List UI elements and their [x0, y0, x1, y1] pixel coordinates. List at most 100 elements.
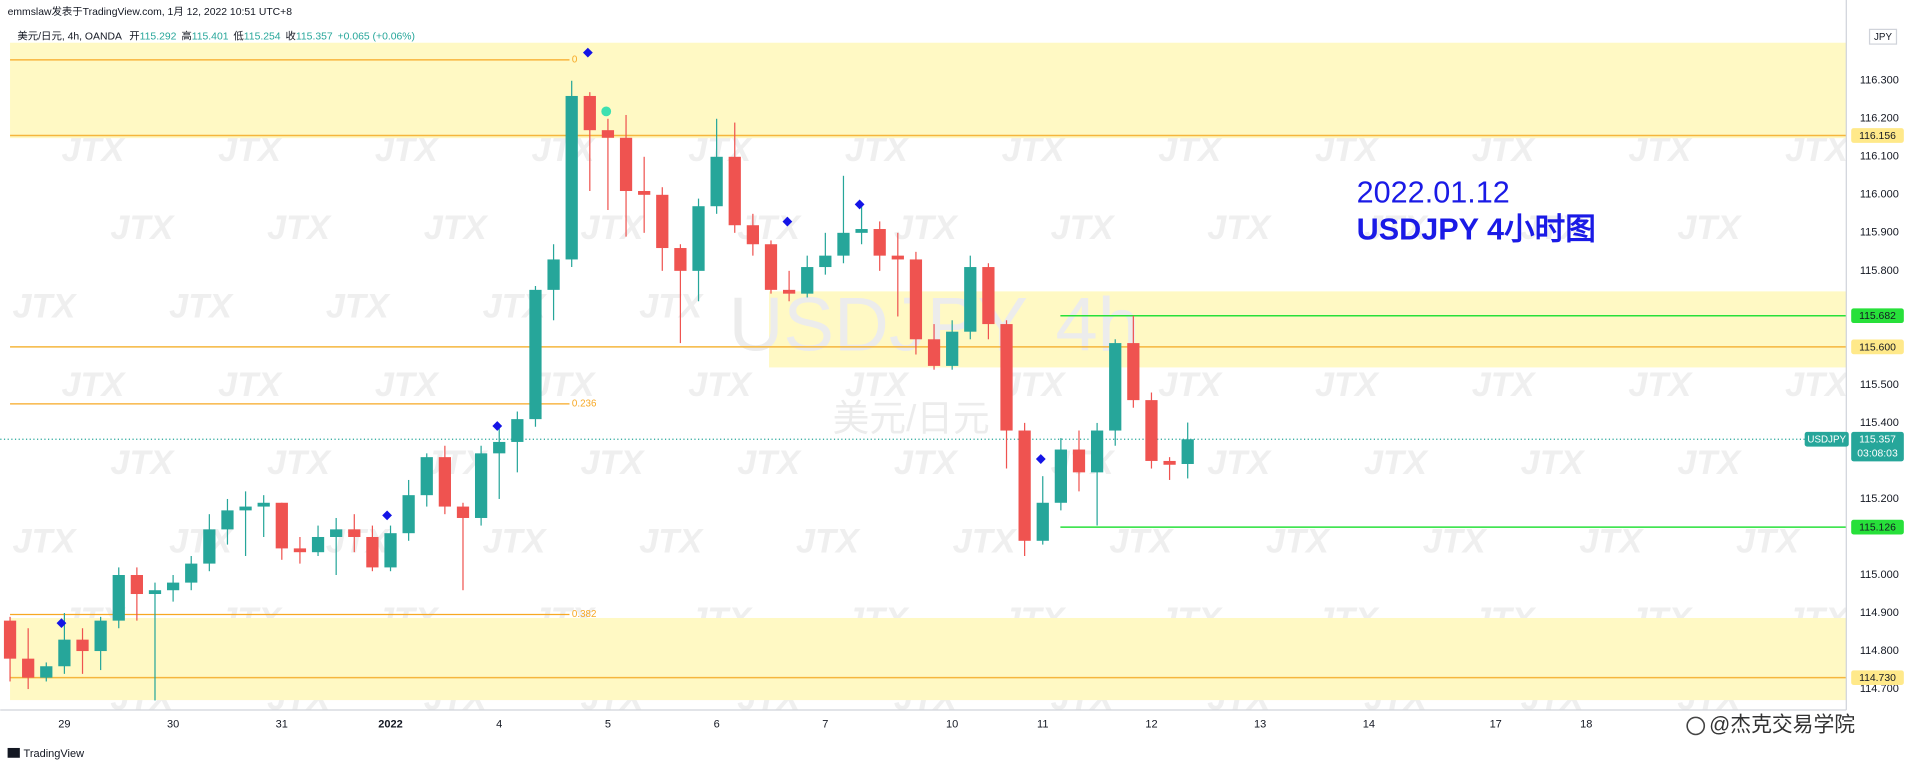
low-label: 低 [233, 29, 244, 42]
candle-body [710, 156, 723, 207]
branding-text: TradingView [24, 748, 85, 760]
candle-body [203, 529, 216, 564]
candle-body [1054, 449, 1067, 503]
markers [56, 47, 1046, 628]
watermark: JTX [796, 523, 861, 561]
watermark: JTX [1423, 523, 1488, 561]
price-label: 114.730 [1859, 673, 1896, 684]
watermark: JTX [1207, 209, 1272, 247]
watermark: JTX [581, 209, 646, 247]
high-label: 高 [181, 29, 191, 42]
watermark: JTX [1521, 444, 1586, 482]
y-tick-label: 116.000 [1860, 189, 1899, 201]
candle-body [384, 533, 397, 568]
candle-body [873, 229, 886, 256]
x-tick-label: 18 [1580, 719, 1592, 731]
x-tick-label: 4 [496, 719, 502, 731]
fib-label: 0 [572, 54, 578, 65]
x-tick-label: 30 [167, 719, 179, 731]
candle-body [130, 575, 143, 595]
watermark: JTX [894, 444, 959, 482]
candle-body [257, 502, 270, 507]
watermark: JTX [169, 288, 234, 326]
candle-body [185, 563, 198, 583]
watermark: JTX [1472, 366, 1537, 404]
annotation: 2022.01.12 [1357, 176, 1510, 210]
diamond-marker [492, 421, 503, 431]
y-tick-label: 115.800 [1860, 265, 1899, 277]
x-tick-label: 12 [1145, 719, 1157, 731]
price-axis: 116.300 116.200 116.100 116.000 115.900 115.8… [1804, 75, 1904, 695]
x-tick-label: 6 [714, 719, 720, 731]
symbol-watermark: USDJPY [729, 283, 1028, 368]
open-label: 开 [129, 31, 139, 42]
candle-body [456, 506, 470, 518]
candle-body [1090, 430, 1104, 473]
credit-text: @杰克交易学院 [1709, 713, 1855, 736]
candle-body [1181, 439, 1194, 464]
diamond-marker [1035, 454, 1046, 464]
watermark: JTX [1521, 209, 1586, 247]
watermark: JTX [12, 288, 77, 326]
candle-body [728, 156, 741, 226]
price-label-bg [1851, 128, 1904, 143]
candle-body [493, 441, 506, 454]
candle-body [1127, 343, 1140, 401]
watermark: JTX [581, 444, 646, 482]
watermark: JTX [1628, 366, 1693, 404]
candle-body [94, 620, 107, 652]
watermark: JTX [737, 444, 802, 482]
price-label: 116.156 [1859, 131, 1896, 142]
interval-watermark: 4h [1055, 283, 1139, 368]
price-label-bg [1851, 339, 1904, 355]
watermark: JTX [688, 366, 753, 404]
symbol: 美元/日元, 4h, OANDA [17, 29, 122, 42]
watermark: JTX [110, 444, 175, 482]
candle-body [801, 267, 814, 294]
x-tick-label: 5 [605, 719, 611, 731]
countdown: 03:08:03 [1857, 449, 1898, 460]
price-label: 115.126 [1859, 522, 1896, 533]
description-watermark: 美元/日元 [833, 398, 990, 439]
watermark: JTX [1051, 209, 1116, 247]
candle-body [438, 457, 451, 507]
candle-body [674, 248, 687, 271]
y-tick-label: 114.800 [1860, 645, 1899, 657]
candle-body [221, 510, 234, 530]
candle-body [58, 639, 71, 667]
candle-body [239, 506, 252, 511]
y-tick-label: 116.300 [1860, 75, 1899, 87]
candle-body [330, 529, 343, 537]
candle-body [76, 639, 89, 652]
watermark: JTX [218, 366, 283, 404]
candle-body [782, 289, 796, 294]
currency-box [1868, 28, 1898, 45]
candle-body [474, 453, 488, 518]
last-symbol-bg [1804, 431, 1849, 447]
candle-body [511, 419, 524, 442]
watermark: JTX [424, 209, 489, 247]
currency: JPY [1874, 32, 1892, 43]
candle-body [529, 289, 542, 420]
dot-marker [601, 106, 612, 117]
watermark: JTX [1677, 209, 1742, 247]
candle-body [638, 191, 651, 195]
candle-body [692, 206, 705, 271]
watermark: JTX [1736, 523, 1801, 561]
zone [10, 42, 1847, 139]
candle-body [275, 502, 288, 549]
fib-label: 0.236 [572, 399, 597, 410]
candle-body [40, 666, 53, 678]
watermark: JTX [267, 209, 332, 247]
price-label-bg [1851, 519, 1904, 535]
header-ohlc: 美元/日元, 4h, OANDA 开115.292 高115.401 低115.254… [17, 29, 415, 42]
y-tick-label: 115.400 [1860, 417, 1899, 429]
close-value: 115.357 [296, 31, 333, 42]
candle-body [366, 536, 379, 568]
x-tick-label: 10 [946, 719, 958, 731]
candle-body [1000, 324, 1013, 431]
candle-body [1109, 343, 1122, 431]
watermark: JTX [12, 523, 77, 561]
price-label-bg [1851, 670, 1904, 686]
